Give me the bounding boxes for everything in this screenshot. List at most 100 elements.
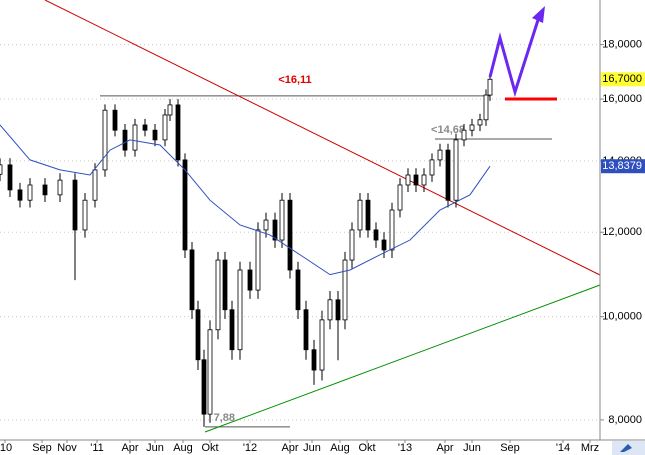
candle-body: [92, 169, 98, 201]
candle-body: [247, 269, 253, 291]
candle-body: [279, 199, 285, 241]
candle-body: [397, 184, 403, 211]
trend-line-green: [204, 284, 601, 433]
x-tick-label: '12: [243, 442, 257, 454]
candle-body: [421, 174, 427, 186]
candle-body: [189, 249, 195, 311]
price-label-bg: [601, 72, 645, 87]
candle-body: [182, 159, 188, 251]
moving-average: [0, 124, 491, 276]
candle-body: [357, 199, 363, 231]
candle-body: [195, 309, 201, 361]
tool-icon[interactable]: [620, 444, 632, 452]
candle-body: [327, 299, 333, 321]
candle-body: [27, 184, 33, 201]
candle-body: [461, 129, 467, 141]
x-tick-label: Nov: [57, 442, 77, 454]
arrow-head: [532, 6, 545, 23]
x-tick-label: Apr: [436, 442, 453, 454]
x-tick-label: Mrz: [581, 442, 599, 454]
ma-label: 13,8379: [602, 160, 642, 172]
x-tick-label: '14: [556, 442, 570, 454]
level-label: <16,11: [278, 74, 311, 86]
x-tick-label: '11: [90, 442, 104, 454]
candle-body: [112, 109, 118, 131]
trend-line-red: [44, 0, 601, 276]
x-tick-label: Aug: [173, 442, 193, 454]
candle-body: [175, 104, 181, 161]
candle-body: [365, 199, 371, 231]
candle-body: [7, 164, 13, 191]
candle-body: [132, 124, 138, 151]
candle-body: [349, 229, 355, 261]
candle-body: [167, 104, 173, 116]
candle-body: [469, 124, 475, 131]
candle-body: [487, 78, 493, 96]
candle-body: [0, 164, 3, 175]
candle-body: [453, 139, 459, 201]
candle-body: [255, 229, 261, 291]
candle-body: [381, 239, 387, 251]
x-tick-label: Jun: [303, 442, 321, 454]
forecast-arrow: [488, 19, 540, 98]
x-tick-label: '13: [398, 442, 412, 454]
y-tick-label: 12,0000: [602, 226, 642, 238]
axes: 8,000010,000012,000014,000016,000018,000…: [0, 38, 645, 454]
candle-body: [287, 199, 293, 271]
candle-body: [319, 319, 325, 371]
y-tick-label: 8,0000: [608, 414, 642, 426]
candle-body: [102, 109, 108, 171]
candle-body: [303, 309, 309, 351]
x-tick-label: Okt: [201, 442, 218, 454]
candle-body: [272, 219, 278, 241]
candle-body: [162, 114, 168, 141]
candle-body: [201, 359, 207, 415]
y-axis-area: [600, 0, 645, 440]
ma-label-bg: [601, 159, 645, 174]
candle-body: [42, 184, 48, 196]
x-tick-label: Apr: [281, 442, 298, 454]
y-tick-label: 16,0000: [602, 93, 642, 105]
candle-body: [142, 124, 148, 131]
x-tick-label: Apr: [121, 442, 138, 454]
level-label: 7,88: [214, 412, 235, 424]
candle-body: [215, 259, 221, 331]
candle-body: [222, 259, 228, 311]
candle-body: [483, 94, 489, 121]
candle-body: [437, 149, 443, 161]
candle-body: [389, 209, 395, 251]
candle-body: [342, 259, 348, 321]
candle-body: [295, 269, 301, 311]
candle-body: [82, 199, 88, 231]
plot: <16,11 <14,68 7,88: [0, 73, 493, 427]
candle-body: [207, 329, 213, 415]
x-tick-label: Jun: [146, 442, 164, 454]
x-tick-label: '10: [0, 442, 12, 454]
x-tick-label: Jun: [463, 442, 481, 454]
candle-body: [152, 129, 158, 141]
candle-body: [263, 219, 269, 231]
candle-body: [57, 179, 63, 196]
x-tick-label: Sep: [500, 442, 520, 454]
candle-body: [311, 349, 317, 371]
candle-body: [17, 189, 23, 201]
x-tick-label: Okt: [358, 442, 375, 454]
y-tick-label: 18,0000: [602, 38, 642, 50]
candle-body: [477, 119, 483, 126]
price-label: 16,7000: [602, 73, 642, 85]
x-tick-label: Aug: [330, 442, 350, 454]
candle-body: [237, 269, 243, 351]
candle-body: [72, 179, 78, 231]
y-tick-label: 10,0000: [602, 311, 642, 323]
candle-body: [405, 174, 411, 186]
candle-body: [335, 299, 341, 321]
level-label: <14,68: [431, 124, 465, 136]
candle-body: [445, 149, 451, 201]
x-tick-label: Sep: [32, 442, 52, 454]
grid: [0, 44, 600, 428]
candle-body: [229, 309, 235, 351]
candle-body: [413, 174, 419, 186]
candle-body: [122, 129, 128, 151]
